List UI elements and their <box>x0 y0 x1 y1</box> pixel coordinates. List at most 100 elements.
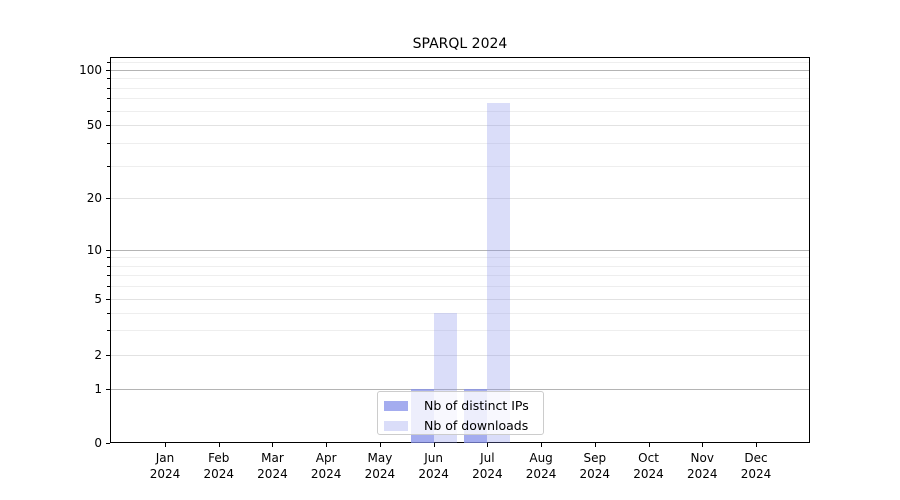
x-label-month: Dec <box>744 451 768 465</box>
minor-gridline <box>111 275 809 277</box>
bar-downloads <box>487 102 511 443</box>
y-tick-mark <box>106 299 110 300</box>
x-label-month: Jan <box>155 451 175 465</box>
minor-gridline <box>111 330 809 332</box>
y-tick-mark <box>106 198 110 199</box>
minor-gridline <box>111 165 809 167</box>
chart-title: SPARQL 2024 <box>412 36 508 52</box>
x-tick-label: Sep 2024 <box>567 450 623 482</box>
x-tick-mark <box>165 443 166 447</box>
x-tick-label: Jan 2024 <box>137 450 193 482</box>
minor-gridline <box>111 98 809 100</box>
legend-entry: Nb of downloads <box>378 416 543 436</box>
y-minor-tick-mark <box>107 87 110 89</box>
y-tick-label: 0 <box>94 436 102 450</box>
y-minor-tick-mark <box>107 142 110 144</box>
minor-gridline <box>111 142 809 144</box>
major-gridline <box>111 70 809 71</box>
x-tick-mark <box>541 443 543 447</box>
y-tick-label: 50 <box>86 118 102 132</box>
x-tick-label: Jun 2024 <box>406 450 462 482</box>
x-tick-mark <box>379 443 381 447</box>
x-tick-mark <box>648 443 650 447</box>
x-label-month: Nov <box>690 451 714 465</box>
minor-gridline <box>111 286 809 288</box>
y-tick-label: 100 <box>79 63 102 77</box>
x-label-year: 2024 <box>740 467 772 481</box>
x-label-month: Aug <box>529 451 553 465</box>
x-label-year: 2024 <box>525 467 557 481</box>
legend: Nb of distinct IPs Nb of downloads <box>377 391 544 435</box>
x-tick-label: Apr 2024 <box>298 450 354 482</box>
y-tick-label: 10 <box>86 243 102 257</box>
minor-gridline <box>111 78 809 80</box>
sub-gridline <box>111 198 809 199</box>
x-tick-label: May 2024 <box>352 450 408 482</box>
y-tick-mark <box>106 250 110 251</box>
x-tick-mark <box>487 443 489 447</box>
y-tick-label: 20 <box>86 191 102 205</box>
x-tick-label: Feb 2024 <box>191 450 247 482</box>
x-tick-mark <box>218 443 220 447</box>
legend-entry: Nb of distinct IPs <box>378 396 543 416</box>
y-minor-tick-mark <box>107 165 110 167</box>
minor-gridline <box>111 87 809 89</box>
x-tick-label: Dec 2024 <box>728 450 784 482</box>
x-tick-mark <box>272 443 274 447</box>
major-gridline <box>111 389 809 390</box>
y-minor-tick-mark <box>107 62 110 64</box>
x-label-year: 2024 <box>310 467 342 481</box>
x-label-year: 2024 <box>203 467 234 481</box>
y-minor-tick-mark <box>107 330 110 332</box>
minor-gridline <box>111 62 809 64</box>
x-label-year: 2024 <box>472 467 503 481</box>
y-tick-label: 5 <box>94 292 102 306</box>
y-minor-tick-mark <box>107 265 110 267</box>
x-label-month: Sep <box>583 451 607 465</box>
x-tick-label: Mar 2024 <box>244 450 300 482</box>
x-label-year: 2024 <box>257 467 288 481</box>
legend-label: Nb of downloads <box>424 418 529 433</box>
legend-swatch <box>384 421 408 431</box>
minor-gridline <box>111 265 809 267</box>
minor-gridline <box>111 257 809 259</box>
x-label-month: Mar <box>261 451 284 465</box>
x-tick-mark <box>755 443 757 447</box>
x-label-year: 2024 <box>686 467 718 481</box>
sub-gridline <box>111 299 809 300</box>
x-label-month: Apr <box>315 451 337 465</box>
x-tick-mark <box>433 443 435 447</box>
legend-label: Nb of distinct IPs <box>424 398 529 413</box>
x-label-month: Jun <box>424 451 443 465</box>
minor-gridline <box>111 110 809 112</box>
y-minor-tick-mark <box>107 78 110 80</box>
y-tick-mark <box>106 389 110 390</box>
sub-gridline <box>111 355 809 356</box>
x-tick-mark <box>702 443 704 447</box>
x-label-year: 2024 <box>364 467 396 481</box>
y-tick-label: 2 <box>94 348 102 362</box>
y-tick-mark <box>106 443 110 444</box>
x-tick-label: Aug 2024 <box>513 450 569 482</box>
y-minor-tick-mark <box>107 98 110 100</box>
x-label-month: Jul <box>480 451 495 465</box>
y-minor-tick-mark <box>107 275 110 277</box>
y-tick-mark <box>106 125 110 126</box>
x-tick-label: Oct 2024 <box>621 450 677 482</box>
x-label-month: Feb <box>208 451 230 465</box>
x-label-year: 2024 <box>149 467 181 481</box>
y-minor-tick-mark <box>107 312 110 314</box>
y-tick-mark <box>106 355 110 356</box>
x-label-year: 2024 <box>418 467 449 481</box>
major-gridline <box>111 250 809 251</box>
x-label-month: Oct <box>638 451 659 465</box>
legend-swatch <box>384 401 408 411</box>
x-tick-label: Jul 2024 <box>459 450 515 482</box>
plot-area <box>110 57 810 443</box>
y-minor-tick-mark <box>107 257 110 259</box>
minor-gridline <box>111 312 809 314</box>
y-tick-mark <box>106 70 110 71</box>
y-minor-tick-mark <box>107 110 110 112</box>
x-tick-mark <box>326 443 328 447</box>
